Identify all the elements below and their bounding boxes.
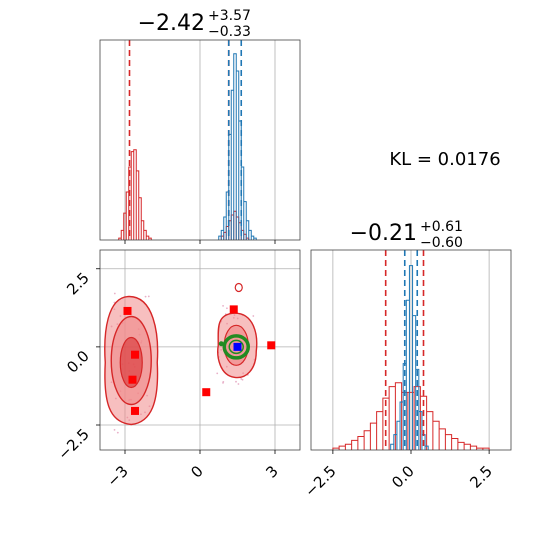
- sample-dot: [113, 428, 116, 431]
- marginal-x-title-sup: +3.57: [208, 8, 251, 24]
- red-square-marker: [128, 375, 137, 384]
- marginal-x-title-sub: −0.33: [208, 24, 251, 40]
- sample-dot: [147, 295, 150, 298]
- red-square-marker: [202, 388, 211, 397]
- sample-dot: [222, 304, 224, 307]
- sample-dot: [116, 431, 119, 434]
- sample-dot: [240, 378, 243, 380]
- red-square-marker: [267, 341, 276, 350]
- contour-inner-left: [119, 336, 143, 389]
- green-ring-inner: [228, 339, 244, 355]
- red-square-marker: [229, 305, 238, 314]
- kl-annotation: KL = 0.0176: [389, 149, 500, 170]
- histogram-a: [218, 53, 257, 240]
- sample-dot: [144, 295, 147, 298]
- histogram-b: [118, 149, 250, 240]
- sample-dot: [216, 372, 219, 375]
- sample-dot: [237, 383, 240, 385]
- sample-dot: [113, 292, 116, 295]
- sample-dot: [252, 315, 255, 317]
- red-square-marker: [131, 350, 139, 359]
- marginal-y-title-sub: −0.60: [420, 235, 463, 251]
- sample-dot: [241, 378, 244, 381]
- green-ring-outer: [222, 334, 250, 360]
- contour-island: [234, 282, 243, 293]
- blue-square-marker: [233, 342, 242, 351]
- sample-dot: [235, 380, 237, 383]
- sample-dot: [222, 381, 224, 384]
- marginal-y-title-sup: +0.61: [420, 219, 463, 235]
- marginal-x-title-main: −2.42: [138, 11, 205, 36]
- sample-dot: [226, 307, 228, 310]
- red-square-marker: [131, 406, 139, 415]
- marginal-x-panel: [99, 39, 301, 244]
- red-square-marker: [123, 306, 132, 315]
- green-dot: [218, 341, 224, 347]
- marginal-y-title-main: −0.21: [350, 221, 417, 246]
